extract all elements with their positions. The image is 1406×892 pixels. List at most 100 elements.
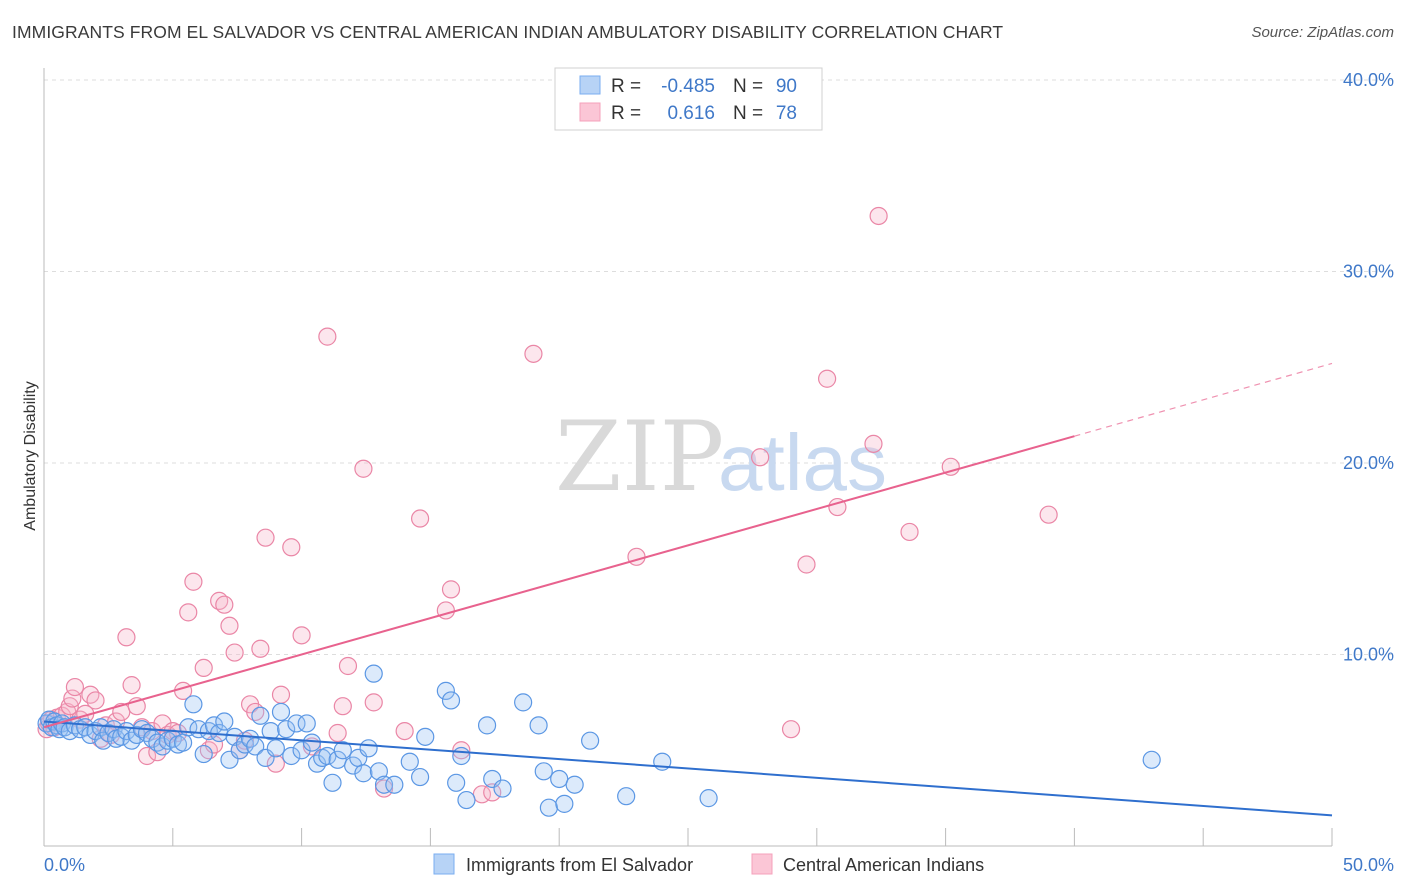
- el-salvador-point-27: [153, 737, 172, 756]
- central-american-indians-point-64: [483, 783, 502, 802]
- el-salvador-point-87: [555, 794, 574, 813]
- el-salvador-point-75: [441, 691, 461, 710]
- central-american-indians-point-56: [364, 693, 383, 712]
- y-tick-labels: 10.0% 20.0% 30.0% 40.0%: [1343, 70, 1394, 665]
- legend-swatch-pink: [579, 102, 601, 122]
- el-salvador-point-33: [184, 695, 203, 714]
- el-salvador-points: [37, 664, 1161, 817]
- bottom-legend-swatch-blue: [433, 853, 455, 875]
- el-salvador-point-83: [529, 716, 548, 735]
- bottom-legend-label-blue: Immigrants from El Salvador: [466, 855, 693, 875]
- watermark-zip: ZIP: [555, 401, 724, 513]
- el-salvador-point-69: [374, 775, 394, 794]
- el-salvador-point-77: [452, 746, 471, 766]
- central-american-indians-point-68: [781, 720, 801, 739]
- central-american-indians-point-55: [354, 459, 373, 478]
- el-salvador-point-55: [297, 714, 316, 733]
- central-american-indians-point-46: [266, 754, 285, 773]
- central-american-indians-point-62: [452, 741, 471, 760]
- el-salvador-point-57: [307, 754, 327, 773]
- el-salvador-point-86: [550, 769, 569, 789]
- y-tick-label-30: 30.0%: [1343, 262, 1394, 282]
- el-salvador-point-52: [282, 746, 301, 766]
- central-american-indians-point-70: [818, 369, 837, 388]
- central-american-indians-point-37: [215, 595, 234, 614]
- central-american-indians-point-23: [137, 746, 157, 766]
- x-ticks: [43, 828, 1333, 846]
- central-american-indians-point-48: [282, 538, 301, 557]
- el-salvador-point-85: [539, 798, 558, 817]
- el-salvador-point-50: [271, 702, 291, 722]
- el-salvador-point-81: [493, 779, 512, 798]
- correlation-legend: R = -0.485 N = 90 R = 0.616 N = 78: [554, 67, 823, 131]
- central-american-indians-point-49: [292, 626, 311, 645]
- el-salvador-point-68: [369, 762, 388, 781]
- central-american-indians-point-65: [524, 344, 543, 363]
- central-american-indians-point-74: [900, 522, 919, 542]
- central-american-indians-point-32: [184, 572, 203, 591]
- el-salvador-trend-line: [43, 720, 1333, 817]
- legend-n-value-2: 78: [776, 103, 797, 124]
- central-american-indians-point-31: [179, 603, 198, 622]
- el-salvador-point-74: [436, 681, 455, 700]
- legend-n-value-1: 90: [776, 76, 797, 97]
- source-label: Source: ZipAtlas.com: [1251, 24, 1394, 41]
- legend-n-label-2: N =: [733, 103, 763, 124]
- legend-n-label-1: N =: [733, 76, 763, 97]
- central-american-indians-point-51: [318, 327, 337, 346]
- el-salvador-point-53: [287, 714, 306, 733]
- el-salvador-point-84: [534, 762, 553, 781]
- el-salvador-point-70: [385, 775, 404, 794]
- central-american-indians-point-61: [441, 580, 461, 599]
- chart-title: IMMIGRANTS FROM EL SALVADOR VS CENTRAL A…: [12, 22, 1004, 42]
- series-legend: Immigrants from El Salvador Central Amer…: [433, 853, 984, 875]
- el-salvador-point-46: [251, 706, 270, 725]
- legend-r-label-2: R =: [611, 103, 641, 124]
- bottom-legend-label-pink: Central American Indians: [783, 855, 984, 875]
- el-salvador-point-65: [354, 764, 373, 783]
- el-salvador-point-71: [400, 752, 419, 771]
- y-tick-label-40: 40.0%: [1343, 70, 1394, 90]
- el-salvador-point-35: [194, 744, 213, 764]
- x-tick-label-max: 50.0%: [1343, 855, 1394, 875]
- central-american-indians-point-9: [65, 677, 85, 697]
- central-american-indians-point-53: [333, 697, 352, 716]
- central-american-indians-point-47: [271, 685, 291, 704]
- central-american-indians-point-12: [81, 685, 100, 704]
- el-salvador-point-48: [261, 721, 280, 741]
- central-american-indians-point-13: [86, 691, 105, 710]
- grid-lines: [44, 79, 1392, 655]
- central-american-indians-point-25: [148, 743, 167, 762]
- legend-r-label-1: R =: [611, 76, 641, 97]
- el-salvador-point-60: [323, 773, 342, 792]
- el-salvador-point-21: [122, 731, 141, 750]
- el-salvador-point-76: [447, 773, 466, 792]
- el-salvador-point-78: [457, 790, 476, 810]
- el-salvador-point-51: [277, 720, 296, 739]
- el-salvador-point-88: [565, 775, 584, 794]
- el-salvador-point-62: [333, 741, 352, 760]
- central-american-indians-point-75: [941, 457, 960, 476]
- central-american-indians-point-69: [797, 555, 816, 574]
- central-american-indians-point-59: [410, 509, 430, 528]
- watermark: ZIP atlas: [555, 401, 887, 513]
- central-american-indians-point-76: [1039, 505, 1058, 524]
- central-american-indians-point-58: [395, 721, 414, 741]
- el-salvador-point-66: [359, 739, 378, 758]
- el-salvador-point-90: [617, 787, 636, 806]
- el-salvador-point-67: [364, 664, 383, 683]
- central-american-indians-point-52: [328, 723, 347, 743]
- el-salvador-point-89: [581, 731, 600, 750]
- el-salvador-point-79: [477, 716, 497, 735]
- watermark-atlas: atlas: [718, 418, 887, 507]
- y-axis-label: Ambulatory Disability: [22, 381, 39, 530]
- el-salvador-point-39: [215, 712, 234, 731]
- central-american-indians-point-26: [153, 714, 172, 733]
- el-salvador-point-72: [410, 767, 430, 787]
- central-american-indians-point-33: [194, 658, 213, 678]
- central-american-indians-point-19: [117, 628, 136, 647]
- legend-r-value-1: -0.485: [661, 76, 715, 97]
- central-american-indians-point-66: [627, 547, 646, 566]
- central-american-indians-point-38: [220, 616, 239, 635]
